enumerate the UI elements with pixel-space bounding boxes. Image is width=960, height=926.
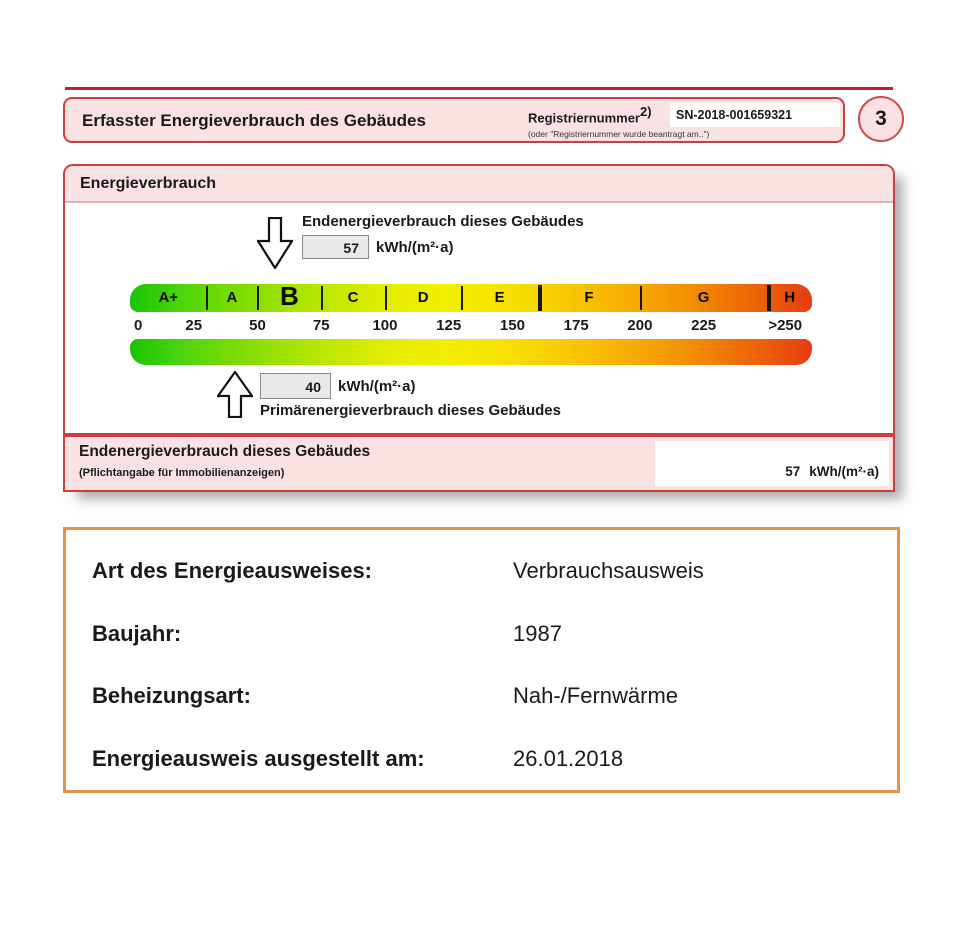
scale-class-G: G (697, 289, 710, 306)
detail-row-issue-date: Energieausweis ausgestellt am: 26.01.201… (92, 746, 897, 772)
scale-axis-label: 225 (691, 317, 717, 334)
mandatory-info-row: Endenergieverbrauch dieses Gebäudes (Pfl… (63, 435, 895, 492)
end-energy-unit: kWh/(m²·a) (376, 238, 454, 256)
scale-divider (767, 285, 772, 311)
registry-note: (oder "Registriernummer wurde beantragt … (528, 129, 710, 140)
detail-value: Nah-/Fernwärme (513, 683, 679, 709)
scale-axis-label: 200 (627, 317, 653, 334)
scale-axis-label: 150 (499, 317, 525, 334)
detail-value: 26.01.2018 (513, 745, 624, 771)
arrow-down-icon (256, 216, 294, 274)
mandatory-info-value: 57 (785, 464, 801, 479)
primary-energy-unit: kWh/(m²·a) (338, 377, 416, 395)
primary-energy-value-row: 40 kWh/(m²·a) (260, 373, 416, 399)
scale-divider (257, 286, 260, 310)
scale-axis-label: 100 (372, 317, 398, 334)
scale-axis-band: 0 25 50 75 100 125 150 175 200 225 >250 (130, 312, 812, 339)
detail-value: Verbrauchsausweis (513, 558, 704, 584)
registry-label: Registriernummer2) (528, 104, 652, 126)
mandatory-info-unit: kWh/(m²·a) (809, 464, 879, 479)
end-energy-value-field[interactable]: 57 (302, 235, 369, 259)
arrow-up-icon (215, 370, 255, 423)
primary-energy-label: Primärenergieverbrauch dieses Gebäudes (260, 402, 561, 419)
scale-class-A+: A+ (158, 289, 179, 306)
scale-gradient-strip (130, 339, 812, 365)
section-title: Energieverbrauch (65, 166, 893, 203)
detail-row-construction-year: Baujahr: 1987 (92, 621, 897, 647)
scale-class-A: A (226, 289, 238, 306)
mandatory-info-subtitle: (Pflichtangabe für Immobilienanzeigen) (79, 467, 285, 479)
scale-class-B: B (279, 281, 299, 311)
energy-consumption-section: Energieverbrauch Endenergieverbrauch die… (63, 164, 895, 435)
scale-divider (639, 286, 642, 310)
scale-axis-label: 25 (185, 317, 203, 334)
scale-class-H: H (784, 289, 796, 306)
registry-footnote-marker: 2) (639, 104, 652, 119)
scale-class-E: E (494, 289, 505, 306)
mandatory-info-title: Endenergieverbrauch dieses Gebäudes (79, 443, 371, 460)
scale-axis-label: >250 (768, 317, 803, 334)
scale-letter-bar: A+ A B C D E F G H (130, 281, 812, 312)
detail-label: Beheizungsart: (92, 683, 251, 709)
section-content: Endenergieverbrauch dieses Gebäudes 57 k… (65, 203, 893, 433)
header-box: Erfasster Energieverbrauch des Gebäudes … (63, 97, 845, 143)
end-energy-label: Endenergieverbrauch dieses Gebäudes (302, 213, 584, 230)
detail-label: Art des Energieausweises: (92, 558, 373, 584)
scale-class-D: D (417, 289, 429, 306)
end-energy-value-row: 57 kWh/(m²·a) (302, 235, 454, 259)
mandatory-info-value-field[interactable]: 57 kWh/(m²·a) (655, 441, 889, 486)
detail-row-certificate-type: Art des Energieausweises: Verbrauchsausw… (92, 558, 897, 584)
detail-value: 1987 (513, 620, 562, 646)
registry-block: Registriernummer2) (oder "Registriernumm… (528, 104, 709, 139)
scale-axis-label: 125 (436, 317, 462, 334)
building-details-box: Art des Energieausweises: Verbrauchsausw… (63, 527, 900, 793)
energy-scale: A+ A B C D E F G H 0 25 50 75 100 125 150 175 200 225 >250 (130, 281, 812, 365)
scale-divider (321, 286, 324, 310)
scale-class-F: F (584, 289, 594, 306)
scale-divider (461, 286, 464, 310)
registry-number-field[interactable]: SN-2018-001659321 (670, 103, 840, 127)
scale-divider (537, 285, 542, 311)
certificate-body: Energieverbrauch Endenergieverbrauch die… (63, 164, 895, 492)
detail-label: Baujahr: (92, 620, 182, 646)
page-number-badge: 3 (858, 96, 904, 142)
scale-axis-label: 50 (249, 317, 266, 334)
page-title: Erfasster Energieverbrauch des Gebäudes (82, 111, 426, 130)
scale-class-C: C (347, 289, 359, 306)
scale-axis-label: 0 (134, 317, 143, 334)
detail-label: Energieausweis ausgestellt am: (92, 745, 425, 771)
scale-axis-label: 175 (563, 317, 589, 334)
top-rule (65, 87, 893, 90)
scale-divider (384, 286, 387, 310)
detail-row-heating-type: Beheizungsart: Nah-/Fernwärme (92, 683, 897, 709)
scale-axis-label: 75 (312, 317, 330, 334)
primary-energy-value-field[interactable]: 40 (260, 373, 331, 399)
scale-divider (206, 286, 209, 310)
